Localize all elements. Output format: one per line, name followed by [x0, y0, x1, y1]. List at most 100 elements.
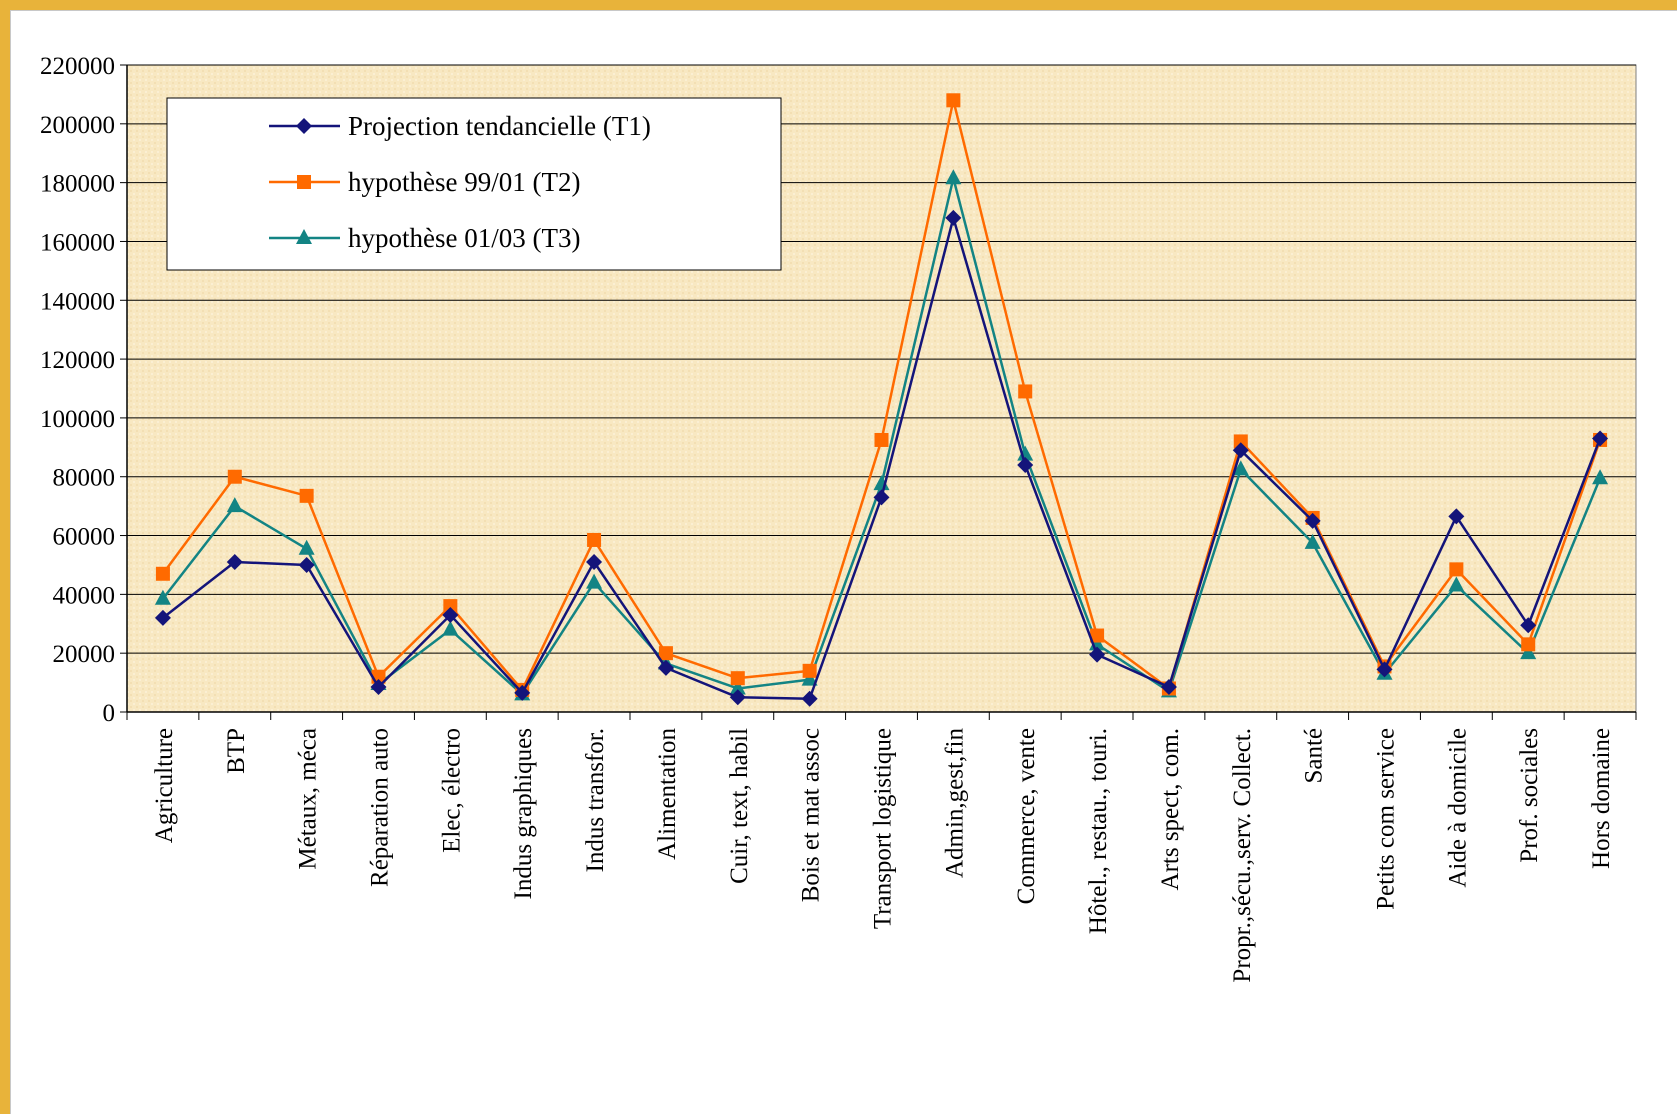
legend-entry: Projection tendancielle (T1) — [269, 111, 651, 141]
x-tick-label: Indus graphiques — [510, 728, 537, 900]
data-point — [1521, 637, 1536, 652]
data-point — [946, 93, 961, 108]
axes — [126, 65, 1636, 713]
y-axis-ticks: 0 20000 40000 60000 80000 100000 120000 140000 1… — [40, 53, 127, 727]
x-tick-label: Réparation auto — [367, 728, 394, 887]
legend-label: Projection tendancielle (T1) — [348, 111, 651, 141]
x-tick-label: Hôtel., restau., touri. — [1085, 728, 1112, 934]
x-tick-label: Propr.,sécu.,serv. Collect. — [1229, 728, 1256, 983]
y-tick-label: 60000 — [53, 524, 116, 551]
data-point — [873, 489, 890, 506]
data-point — [1592, 430, 1609, 447]
data-point — [298, 556, 315, 573]
data-point — [1304, 512, 1321, 529]
legend-marker — [297, 175, 311, 189]
x-tick-label: Agriculture — [151, 728, 178, 843]
data-point — [729, 679, 746, 695]
data-point — [1018, 384, 1033, 399]
data-point — [1448, 576, 1465, 592]
x-tick-label: Prof. sociales — [1516, 728, 1543, 863]
data-point — [657, 659, 674, 676]
x-tick-label: Hors domaine — [1588, 728, 1615, 869]
data-point — [299, 488, 314, 503]
x-tick-label: Transport logistique — [870, 728, 897, 929]
data-point — [1304, 533, 1321, 549]
x-tick-label: Métaux, méca — [295, 728, 322, 870]
data-point — [154, 609, 171, 626]
data-point — [370, 679, 387, 696]
data-point — [945, 169, 962, 185]
y-tick-label: 0 — [103, 700, 116, 727]
x-tick-label: Bois et mat assoc — [798, 728, 825, 902]
data-point — [298, 539, 315, 555]
x-axis-ticks: Agriculture BTP Métaux, méca Réparation aut… — [126, 712, 1637, 983]
data-point — [802, 663, 817, 678]
x-tick-label: Indus transfor. — [582, 728, 609, 872]
y-tick-label: 160000 — [40, 229, 115, 256]
x-tick-label: Santé — [1301, 728, 1328, 784]
y-tick-label: 120000 — [40, 347, 115, 374]
x-tick-label: Commerce, vente — [1013, 728, 1040, 904]
line-chart: 0 20000 40000 60000 80000 100000 120000 140000 1… — [40, 53, 1637, 983]
legend: Projection tendancielle (T1) hypothèse 99… — [166, 97, 782, 271]
x-tick-label: Petits com service — [1373, 728, 1400, 910]
data-point — [945, 209, 962, 226]
data-point — [155, 566, 170, 581]
y-tick-label: 200000 — [40, 112, 115, 139]
data-point — [154, 589, 171, 605]
data-point — [442, 606, 459, 623]
data-point — [1520, 644, 1537, 660]
data-point — [729, 689, 746, 706]
legend-label: hypothèse 99/01 (T2) — [348, 167, 580, 197]
legend-marker — [296, 118, 312, 134]
x-tick-label: Admin,gest,fin — [941, 728, 968, 878]
x-tick-label: Elec, électro — [438, 728, 465, 853]
data-point — [442, 620, 459, 636]
data-point — [443, 599, 458, 614]
data-point — [1160, 679, 1177, 696]
data-point — [1017, 456, 1034, 473]
y-tick-label: 80000 — [53, 465, 116, 492]
data-point — [1376, 661, 1393, 678]
y-tick-label: 180000 — [40, 171, 115, 198]
chart-panel: 0 20000 40000 60000 80000 100000 120000 140000 1… — [10, 10, 1677, 1114]
data-point — [1592, 469, 1609, 485]
legend-entry: hypothèse 01/03 (T3) — [269, 223, 580, 253]
x-tick-label: Aide à domicile — [1444, 728, 1471, 888]
data-point — [586, 554, 603, 571]
data-point — [1232, 460, 1249, 476]
y-tick-label: 40000 — [53, 582, 116, 609]
y-tick-label: 100000 — [40, 406, 115, 433]
data-point — [587, 532, 602, 547]
series-group — [154, 93, 1609, 707]
y-tick-label: 220000 — [40, 53, 115, 80]
series-1 — [154, 209, 1609, 707]
data-point — [1232, 442, 1249, 459]
data-point — [658, 646, 673, 661]
legend-marker — [296, 229, 312, 244]
data-point — [1449, 562, 1464, 577]
data-point — [1448, 508, 1465, 525]
data-point — [226, 554, 243, 571]
legend-entry: hypothèse 99/01 (T2) — [269, 167, 580, 197]
x-tick-label: BTP — [223, 728, 250, 774]
data-point — [226, 497, 243, 513]
data-point — [801, 670, 818, 686]
data-point — [1089, 646, 1106, 663]
data-point — [1233, 434, 1248, 449]
data-point — [514, 684, 531, 701]
data-point — [801, 690, 818, 707]
x-tick-label: Alimentation — [654, 728, 681, 860]
y-tick-label: 140000 — [40, 288, 115, 315]
y-tick-label: 20000 — [53, 641, 116, 668]
data-point — [730, 671, 745, 686]
data-point — [1520, 617, 1537, 634]
data-point — [586, 573, 603, 589]
x-tick-label: Arts spect, com. — [1157, 728, 1184, 890]
x-tick-label: Cuir, text, habil — [726, 728, 753, 884]
legend-label: hypothèse 01/03 (T3) — [348, 223, 580, 253]
data-point — [227, 469, 242, 484]
data-point — [874, 432, 889, 447]
data-point — [1090, 628, 1105, 643]
